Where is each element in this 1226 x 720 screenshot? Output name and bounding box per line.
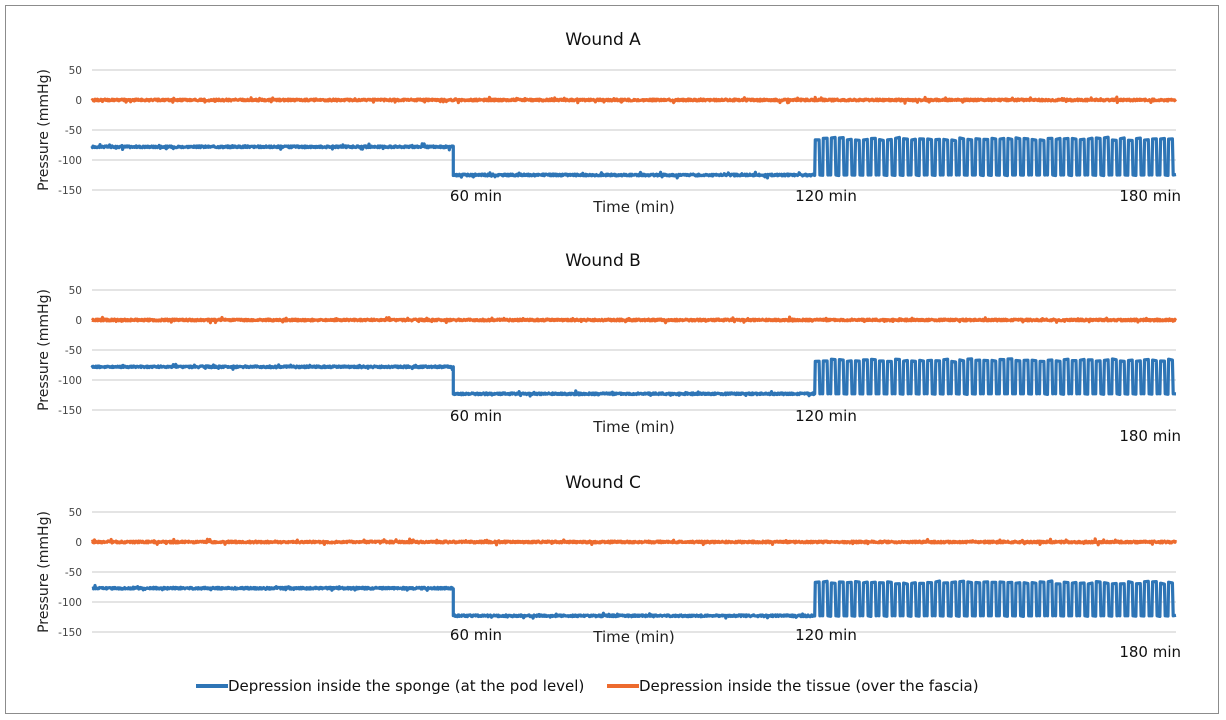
x-axis-label: Time (min) bbox=[592, 418, 674, 436]
y-tick-label: -150 bbox=[58, 405, 82, 417]
y-tick-label: -50 bbox=[65, 125, 82, 137]
x-marker-label: 60 min bbox=[450, 626, 502, 644]
x-axis-label: Time (min) bbox=[592, 628, 674, 646]
series-line-tissue bbox=[90, 537, 1178, 547]
y-tick-label: 50 bbox=[69, 65, 82, 77]
y-tick-label: -100 bbox=[58, 597, 82, 609]
x-axis-label: Time (min) bbox=[592, 198, 674, 216]
chart-title: Wound A bbox=[565, 30, 641, 50]
x-marker-label: 180 min bbox=[1119, 427, 1181, 445]
y-tick-label: -50 bbox=[65, 345, 82, 357]
chart-panel: Wound A 50 0 -50 -100 -150 Pressure (mmHg) 60 m… bbox=[36, 30, 1181, 216]
y-tick-label: 0 bbox=[75, 95, 82, 107]
y-tick-label: 50 bbox=[69, 285, 82, 297]
chart-panel: Wound C 50 0 -50 -100 -150 Pressure (mmHg) 60 m… bbox=[36, 473, 1181, 661]
series-line-tissue bbox=[90, 315, 1178, 325]
y-tick-label: -50 bbox=[65, 567, 82, 579]
y-axis-label: Pressure (mmHg) bbox=[36, 511, 52, 633]
y-tick-label: -150 bbox=[58, 627, 82, 639]
x-marker-label: 120 min bbox=[795, 187, 857, 205]
legend: Depression inside the sponge (at the pod… bbox=[196, 677, 979, 695]
legend-label: Depression inside the sponge (at the pod… bbox=[228, 677, 584, 695]
y-axis-label: Pressure (mmHg) bbox=[36, 69, 52, 191]
series-line-tissue bbox=[90, 95, 1178, 105]
y-tick-label: -100 bbox=[58, 375, 82, 387]
x-marker-label: 180 min bbox=[1119, 643, 1181, 661]
legend-label: Depression inside the tissue (over the f… bbox=[639, 677, 979, 695]
x-marker-label: 60 min bbox=[450, 187, 502, 205]
x-marker-label: 120 min bbox=[795, 407, 857, 425]
y-axis-label: Pressure (mmHg) bbox=[36, 289, 52, 411]
chart-title: Wound B bbox=[565, 251, 641, 271]
y-tick-label: 0 bbox=[75, 537, 82, 549]
x-marker-label: 120 min bbox=[795, 626, 857, 644]
y-tick-label: 50 bbox=[69, 507, 82, 519]
y-tick-label: -100 bbox=[58, 155, 82, 167]
series-line-sponge bbox=[90, 579, 1177, 620]
chart-title: Wound C bbox=[565, 473, 641, 493]
x-marker-label: 60 min bbox=[450, 407, 502, 425]
y-tick-label: 0 bbox=[75, 315, 82, 327]
y-tick-label: -150 bbox=[58, 185, 82, 197]
chart-panel: Wound B 50 0 -50 -100 -150 Pressure (mmHg) 60 m… bbox=[36, 251, 1181, 445]
x-marker-label: 180 min bbox=[1119, 187, 1181, 205]
series-line-sponge bbox=[90, 135, 1177, 180]
series-line-sponge bbox=[90, 357, 1177, 398]
